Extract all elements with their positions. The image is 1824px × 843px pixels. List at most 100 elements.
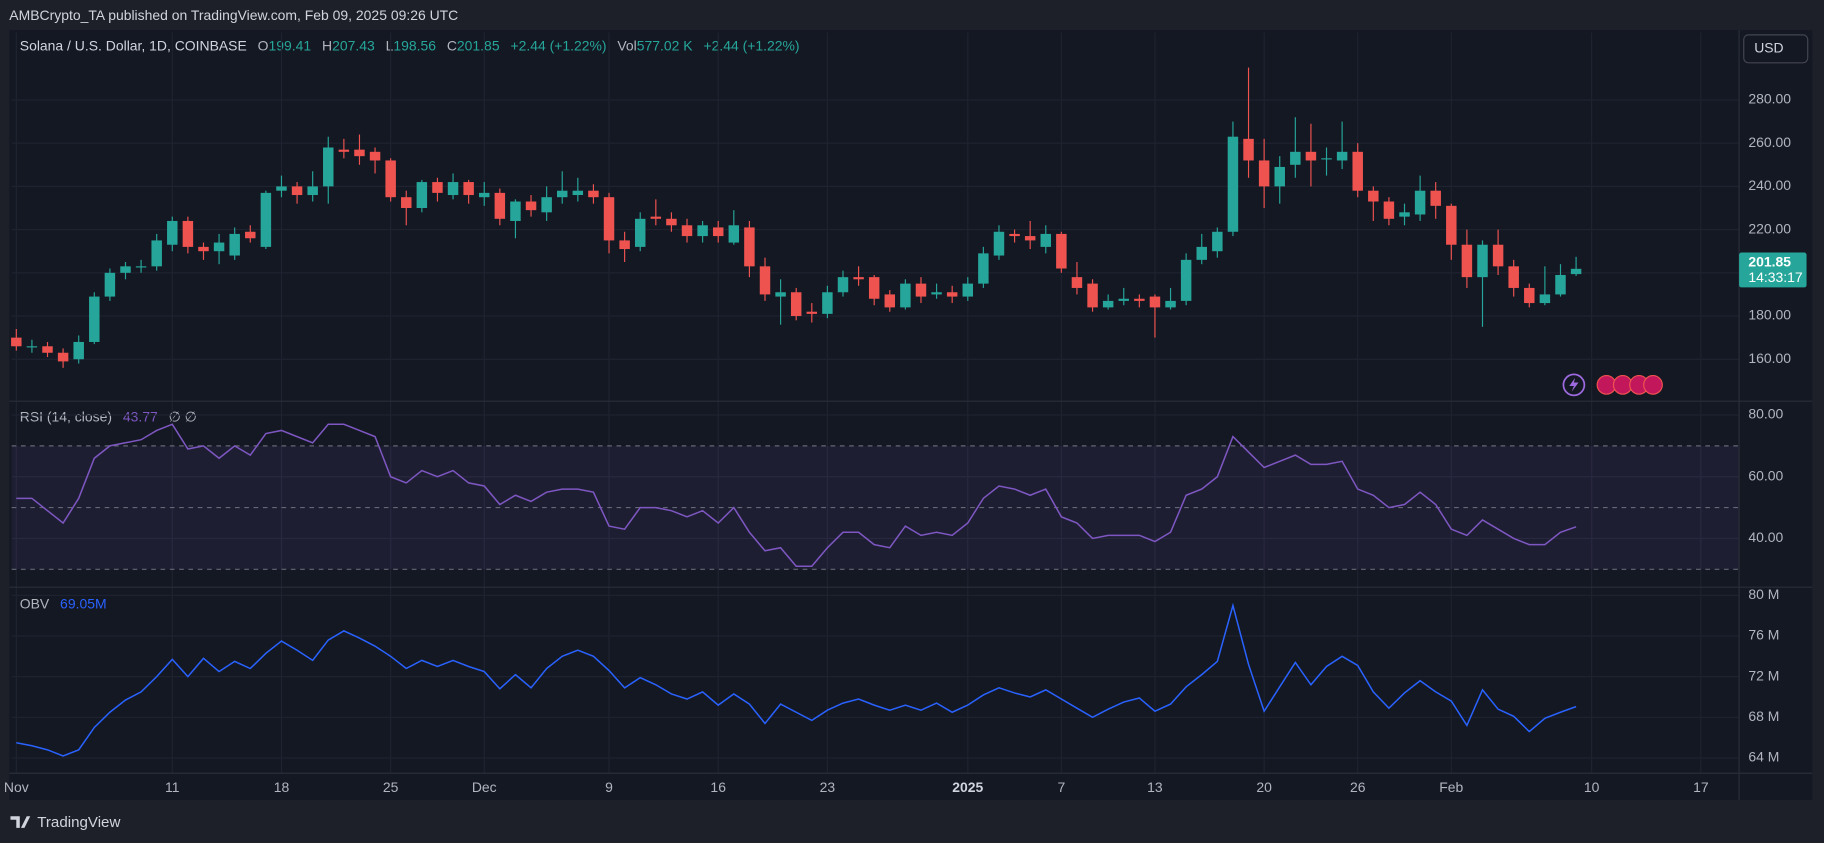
- x-tick-label: Dec: [472, 779, 497, 795]
- candle-body: [759, 266, 771, 295]
- candle-body: [744, 227, 755, 267]
- candle-body: [775, 292, 786, 297]
- x-tick-label: 11: [165, 779, 180, 795]
- price-label: 201.85: [1748, 254, 1791, 270]
- candle-body: [1383, 201, 1395, 219]
- candle-body: [104, 272, 116, 297]
- candle-body: [57, 352, 69, 362]
- candle-body: [993, 231, 1005, 256]
- candle-body: [931, 292, 942, 295]
- obv-name: OBV: [20, 595, 50, 611]
- y-tick-label: 240.00: [1748, 177, 1791, 193]
- plot-layer: [9, 30, 1813, 800]
- legend-value: 198.56: [393, 37, 436, 53]
- candle-body: [1180, 259, 1192, 301]
- currency[interactable]: USD: [1754, 40, 1783, 56]
- candle-body: [900, 283, 911, 308]
- candle-body: [1321, 158, 1332, 160]
- symbol: Solana / U.S. Dollar, 1D, COINBASE: [20, 37, 247, 53]
- change: +2.44 (+1.22%): [510, 37, 606, 53]
- candle-body: [1399, 212, 1410, 217]
- candle-body: [494, 192, 506, 219]
- y-tick-label: 280.00: [1748, 91, 1791, 107]
- candle-body: [790, 292, 802, 317]
- candle-body: [307, 186, 318, 196]
- x-tick-label: 26: [1350, 779, 1366, 795]
- y-tick-label: 80.00: [1748, 406, 1783, 422]
- candle-body: [915, 283, 927, 297]
- candle-body: [276, 186, 287, 191]
- candle-body: [447, 182, 459, 196]
- y-tick-label: 180.00: [1748, 307, 1791, 323]
- legend-value: 201.85: [457, 37, 500, 53]
- candle-body: [167, 220, 178, 245]
- candle-body: [1227, 136, 1239, 232]
- event-icons[interactable]: [1562, 373, 1663, 397]
- y-tick-label: 160.00: [1748, 350, 1791, 366]
- y-tick-label: 220.00: [1748, 220, 1791, 236]
- candle-body: [619, 240, 630, 250]
- candle-body: [198, 246, 209, 252]
- candle-body: [681, 225, 693, 237]
- candle-body: [1461, 244, 1473, 278]
- candle-body: [42, 346, 53, 353]
- candle-body: [463, 182, 474, 196]
- candle-body: [1477, 244, 1488, 278]
- candle-body: [416, 182, 428, 208]
- candle-body: [1570, 268, 1582, 275]
- series-line: [16, 423, 1577, 567]
- candle-body: [978, 253, 989, 284]
- candle-body: [603, 197, 615, 241]
- currency-button[interactable]: [1743, 34, 1809, 64]
- footer-logo: [10, 816, 31, 828]
- candle-body: [1056, 233, 1067, 269]
- candle-body: [822, 292, 833, 314]
- y-tick-label: 76 M: [1748, 627, 1779, 643]
- candle-body: [260, 192, 272, 247]
- y-tick-label: 60.00: [1748, 467, 1783, 483]
- candle-body: [1305, 151, 1317, 161]
- rsi-value: 43.77: [123, 408, 158, 424]
- candle-body: [556, 190, 568, 198]
- candle-body: [541, 197, 552, 213]
- candle-body: [1040, 233, 1051, 247]
- x-tick-label: 2025: [952, 779, 983, 795]
- logo-mark: [10, 816, 31, 828]
- countdown: 14:33:17: [1748, 269, 1803, 285]
- legend-value: 207.43: [332, 37, 375, 53]
- candle-body: [369, 151, 381, 161]
- candle-body: [1087, 283, 1098, 308]
- lightning-icon[interactable]: [1562, 373, 1586, 397]
- obv-legend: OBV 69.05M: [20, 595, 107, 611]
- candle-body: [1492, 244, 1504, 267]
- candle-body: [1165, 300, 1176, 308]
- price-label-box: [1739, 252, 1807, 288]
- candle-body: [1274, 166, 1285, 187]
- candle-body: [1414, 190, 1426, 215]
- flag-icon[interactable]: [1643, 374, 1663, 395]
- rsi-band-fill: [11, 445, 1740, 570]
- candle-body: [182, 220, 194, 247]
- legend-label: L: [386, 37, 394, 53]
- candle-body: [962, 283, 974, 297]
- candle-body: [1430, 190, 1441, 206]
- candle-body: [1149, 296, 1161, 308]
- candle-body: [868, 277, 880, 299]
- y-tick-label: 80 M: [1748, 586, 1779, 602]
- candle-body: [1539, 294, 1551, 304]
- series-line: [16, 602, 1577, 757]
- x-tick-label: 18: [274, 779, 290, 795]
- y-tick-label: 64 M: [1748, 749, 1779, 765]
- x-tick-label: 23: [820, 779, 836, 795]
- candle-body: [1118, 298, 1129, 301]
- candle-body: [1102, 300, 1114, 308]
- candle-body: [806, 311, 818, 314]
- candle-body: [650, 216, 662, 219]
- x-tick-label: 16: [710, 779, 726, 795]
- candle-body: [1555, 274, 1566, 295]
- x-tick-label: Feb: [1439, 779, 1463, 795]
- x-tick-label: 7: [1057, 779, 1065, 795]
- candle-body: [120, 266, 131, 273]
- candle-body: [588, 190, 599, 198]
